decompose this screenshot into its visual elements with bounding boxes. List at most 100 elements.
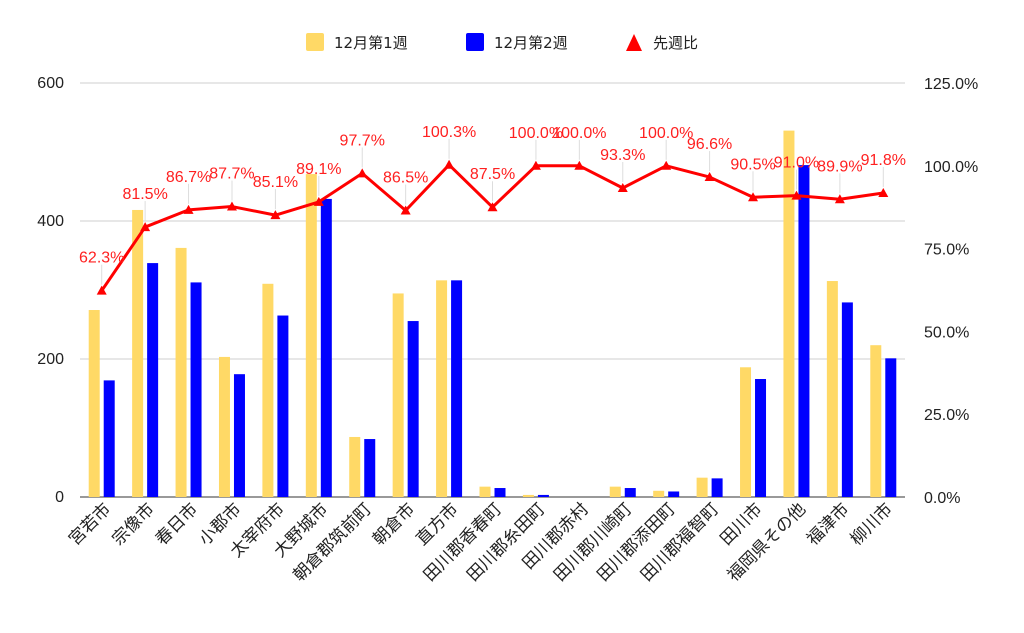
legend-marker [626, 34, 642, 51]
bar-week2 [711, 478, 723, 497]
data-labels: 62.3% 81.5%86.7%87.7%85.1%89.1% 97.7% 86.5%… [79, 124, 906, 285]
bar-week2 [233, 374, 245, 497]
legend-label: 12月第1週 [334, 34, 408, 52]
y2-axis-tick-label: 25.0% [924, 407, 969, 424]
ratio-data-label: 62.3% [79, 250, 124, 267]
legend-label: 12月第2週 [494, 34, 568, 52]
ratio-point-marker [357, 168, 368, 178]
bar-week2 [755, 379, 767, 497]
ratio-data-label: 89.9% [817, 158, 862, 175]
ratio-data-label: 96.6% [687, 136, 732, 153]
ratio-point-marker [226, 201, 237, 211]
ratio-data-label: 97.7% [340, 132, 385, 149]
y2-axis-tick-label: 75.0% [924, 242, 969, 259]
ratio-point-marker [183, 204, 194, 214]
bar-week1 [218, 356, 230, 497]
ratio-point-marker [140, 222, 151, 232]
y-axis-tick-label: 200 [37, 351, 64, 368]
ratio-data-label: 93.3% [600, 147, 645, 164]
ratio-data-label: 91.0% [774, 155, 819, 172]
legend: 12月第1週 12月第2週 先週比 [306, 33, 698, 52]
legend-label: 先週比 [653, 34, 698, 52]
bar-week2 [451, 280, 463, 497]
ratio-point-marker [704, 172, 715, 182]
y-axis-tick-label: 600 [37, 75, 64, 92]
ratio-data-label: 100.0% [552, 125, 606, 142]
x-axis-tick-label: 朝倉市 [369, 499, 419, 549]
bar-week2 [277, 315, 289, 497]
bars [88, 130, 897, 498]
bar-week1 [349, 436, 361, 497]
ratio-data-label: 100.3% [422, 124, 476, 141]
ratio-point-marker [400, 205, 411, 215]
ratio-point-marker [530, 160, 541, 170]
ratio-point-marker [878, 187, 889, 197]
bar-week2 [364, 439, 376, 497]
bar-week1 [479, 486, 491, 497]
ratio-point-marker [487, 202, 498, 212]
bar-week1 [696, 477, 708, 497]
ratio-data-label: 100.0% [509, 125, 563, 142]
y2-axis-tick-label: 0.0% [924, 490, 960, 507]
legend-swatch [306, 33, 324, 51]
x-axis-tick-label: 宮若市 [65, 499, 115, 549]
bar-week1 [609, 486, 621, 497]
bar-week2 [841, 302, 853, 497]
y-axis-tick-label: 400 [37, 213, 64, 230]
bar-week1 [392, 293, 404, 497]
y2-axis-tick-label: 100.0% [924, 159, 978, 176]
x-axis-tick-label: 福津市 [803, 499, 853, 549]
bar-week2 [320, 198, 332, 498]
gridlines [80, 82, 905, 498]
ratio-data-label: 81.5% [122, 186, 167, 203]
ratio-data-label: 87.7% [209, 166, 254, 183]
ratio-point-marker [617, 182, 628, 192]
ratio-data-label: 89.1% [296, 161, 341, 178]
bar-week2 [798, 165, 810, 498]
bar-week1 [88, 310, 100, 497]
bar-week1 [826, 281, 838, 497]
bar-week1 [870, 345, 882, 497]
y2-axis-tick-label: 50.0% [924, 324, 969, 341]
ratio-data-label: 100.0% [639, 125, 693, 142]
ratio-data-label: 90.5% [730, 156, 775, 173]
bar-week1 [436, 280, 448, 497]
bar-week1 [522, 494, 534, 497]
ratio-point-marker [834, 194, 845, 204]
bar-week1 [783, 130, 795, 498]
x-axis-tick-label: 春日市 [152, 499, 202, 549]
bar-week1 [740, 367, 752, 497]
bar-week1 [132, 209, 144, 497]
ratio-data-label: 86.5% [383, 170, 428, 187]
ratio-data-label: 85.1% [253, 174, 298, 191]
bar-week2 [494, 488, 506, 497]
ratio-data-label: 91.8% [861, 152, 906, 169]
bar-week2 [407, 321, 419, 497]
bar-week1 [262, 283, 274, 497]
bar-week2 [190, 282, 202, 497]
ratio-point-marker [96, 285, 107, 295]
bar-week2 [537, 494, 549, 497]
bar-week1 [653, 490, 665, 497]
ratio-point-marker [574, 160, 585, 170]
y-axis-tick-label: 0 [55, 489, 64, 506]
ratio-point-marker [748, 192, 759, 202]
ratio-point-marker [661, 160, 672, 170]
bar-week2 [885, 358, 897, 497]
y2-axis-tick-label: 125.0% [924, 76, 978, 93]
x-axis-tick-label: 宗像市 [108, 499, 158, 549]
ratio-point-marker [791, 190, 802, 200]
bar-week1 [175, 247, 187, 497]
bar-week2 [103, 380, 115, 497]
legend-swatch [466, 33, 484, 51]
bar-week2 [668, 491, 680, 497]
bar-week2 [147, 263, 159, 497]
ratio-point-marker [270, 210, 281, 220]
bar-week1 [305, 174, 317, 497]
x-axis-tick-label: 柳川市 [847, 499, 897, 549]
ratio-line [96, 159, 889, 295]
bar-week2 [624, 488, 636, 497]
ratio-data-label: 87.5% [470, 166, 515, 183]
ratio-point-marker [444, 159, 455, 169]
